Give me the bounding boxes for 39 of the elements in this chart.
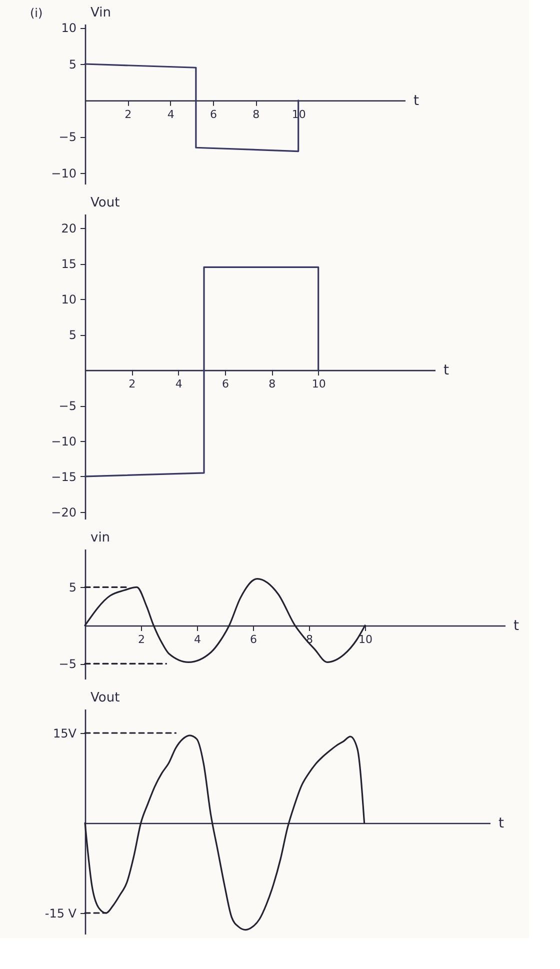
y-axis-title: vin xyxy=(90,530,110,546)
y-tick-label: 5 xyxy=(68,580,76,595)
y-tick-label: 20 xyxy=(61,222,76,236)
y-tick-label: −20 xyxy=(51,505,76,520)
x-tick-label: 4 xyxy=(175,378,182,391)
y-tick-label: 15 xyxy=(61,257,76,272)
x-tick-label: 6 xyxy=(250,632,257,646)
x-tick-label: 4 xyxy=(167,108,174,121)
x-tick-label: 2 xyxy=(128,378,136,391)
x-tick-label: 4 xyxy=(194,632,201,646)
y-tick-label: 5 xyxy=(68,58,76,72)
y-tick-label: −15 xyxy=(51,470,76,484)
text: (i) xyxy=(30,6,43,20)
x-axis-title: t xyxy=(444,362,450,379)
x-tick-label: 8 xyxy=(252,108,260,121)
x-tick-label: 2 xyxy=(138,632,145,646)
x-axis-title: t xyxy=(514,618,520,634)
x-tick-label: 6 xyxy=(210,108,217,121)
y-tick-label: 10 xyxy=(61,21,76,36)
y-tick-label: −5 xyxy=(58,130,76,144)
x-axis-title: t xyxy=(498,816,504,832)
x-tick-label: 8 xyxy=(268,378,276,391)
y-tick-label: 15V xyxy=(53,726,78,740)
x-tick-label: 10 xyxy=(358,632,372,646)
x-tick-label: 2 xyxy=(124,108,132,121)
y-tick-label: 10 xyxy=(61,292,76,307)
y-tick-label: −10 xyxy=(51,434,76,448)
y-tick-label: −5 xyxy=(58,657,76,672)
x-axis-title: t xyxy=(414,92,420,109)
y-tick-label: -15 V xyxy=(44,906,78,920)
y-tick-label: −5 xyxy=(58,399,76,414)
line-series xyxy=(84,734,366,931)
y-axis-title: Vout xyxy=(90,196,120,210)
x-tick-label: 6 xyxy=(222,378,229,391)
y-tick-label: −10 xyxy=(51,166,76,181)
y-axis-title: Vout xyxy=(90,690,120,706)
x-tick-label: 10 xyxy=(312,378,326,391)
y-axis-title: Vin xyxy=(90,6,111,20)
y-tick-label: 5 xyxy=(68,328,76,342)
